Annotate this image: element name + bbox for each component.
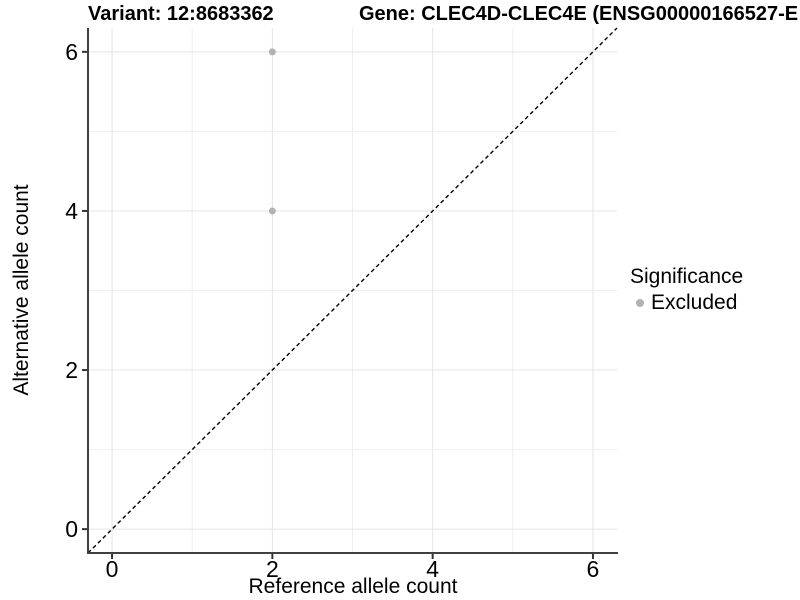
y-tick-label: 4 xyxy=(65,198,78,224)
y-tick-label: 6 xyxy=(65,39,78,65)
legend-point-icon xyxy=(636,298,644,307)
x-axis-title: Reference allele count xyxy=(248,575,458,598)
legend-item-label: Excluded xyxy=(651,291,738,314)
gene-title: Gene: CLEC4D-CLEC4E (ENSG00000166527-E xyxy=(359,3,799,25)
legend-items: Excluded xyxy=(630,290,798,315)
x-tick-label: 0 xyxy=(106,556,119,582)
x-tick-label: 6 xyxy=(587,556,600,582)
legend-title: Significance xyxy=(630,265,744,288)
variant-title: Variant: 12:8683362 xyxy=(88,3,274,25)
legend-item: Excluded xyxy=(630,290,798,315)
y-axis-title: Alternative allele count xyxy=(10,184,33,396)
x-tick-label: 2 xyxy=(266,556,279,582)
x-tick-label: 4 xyxy=(426,556,439,582)
identity-dashed-line xyxy=(87,27,618,554)
data-point xyxy=(268,207,276,215)
y-tick-label: 2 xyxy=(65,357,78,383)
legend: Significance Excluded xyxy=(630,263,798,315)
data-point xyxy=(268,48,276,56)
y-tick-label: 0 xyxy=(65,516,78,542)
